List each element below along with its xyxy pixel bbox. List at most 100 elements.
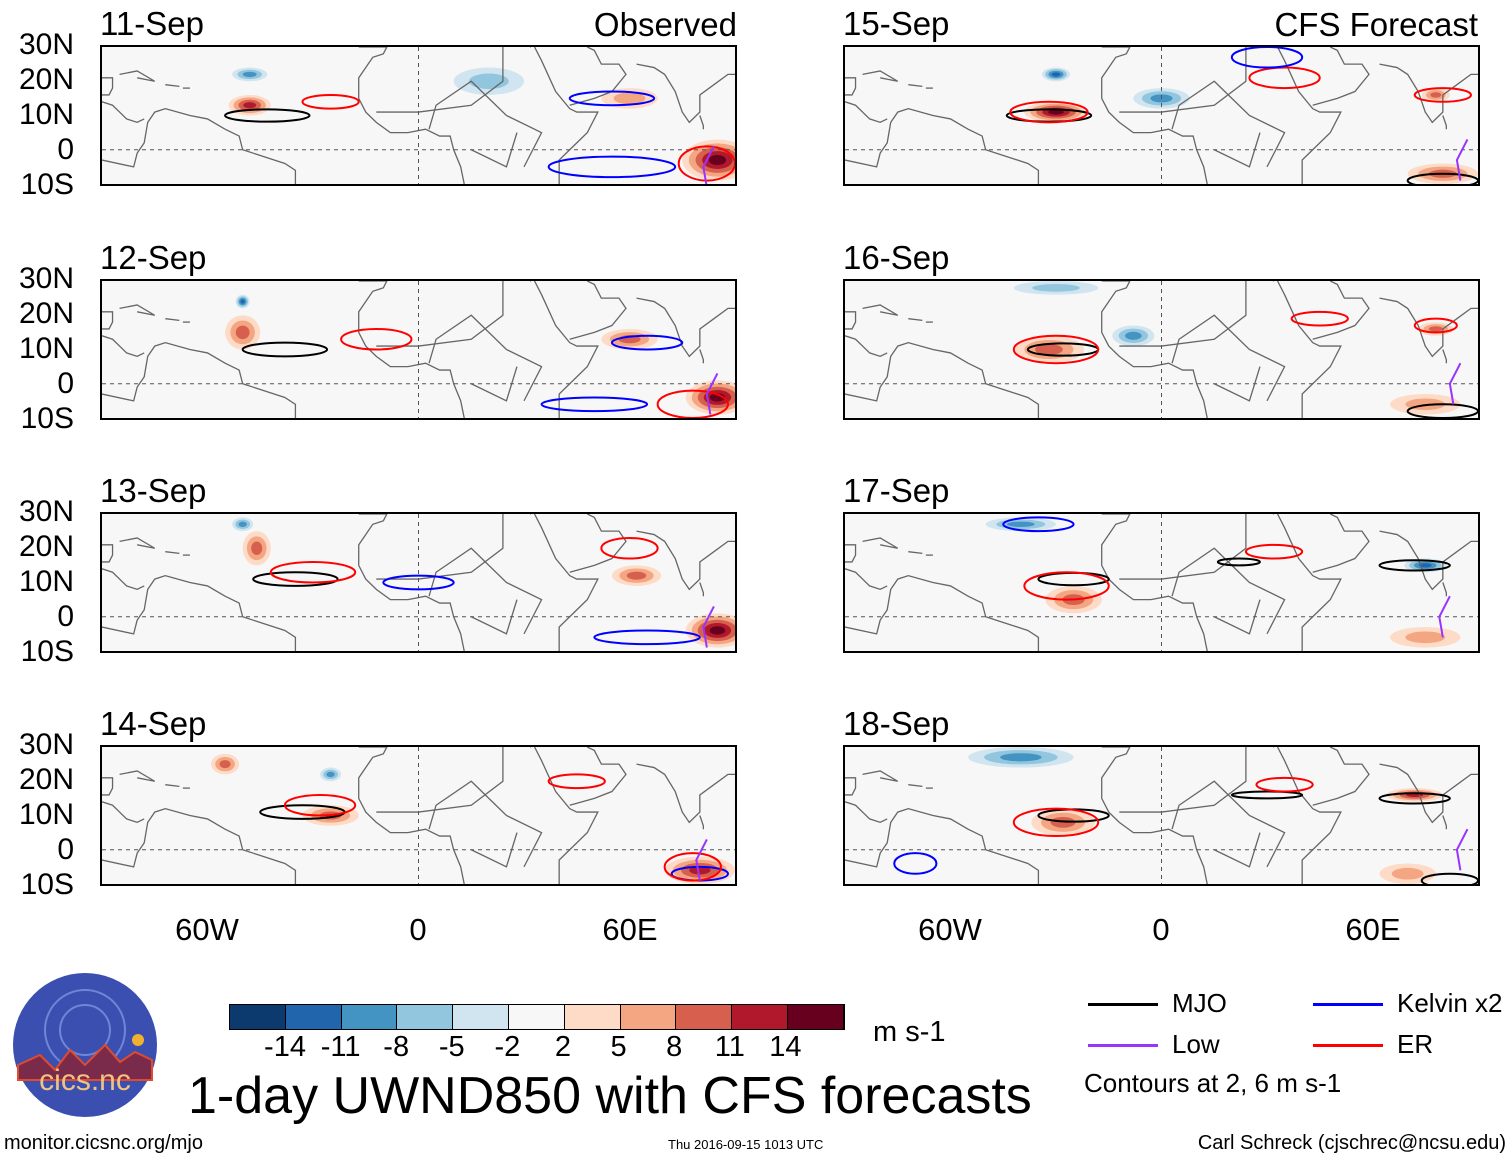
colorbar-swatch [620,1005,677,1029]
wind-anomaly-mark [1032,283,1080,292]
coastline [1313,514,1369,572]
coastline [1119,281,1246,346]
lon-label-left-60w: 60W [175,912,239,947]
coastline [1119,514,1246,579]
wind-anomaly-mark [326,771,335,778]
coastline [120,71,155,81]
er-contour [1249,68,1319,89]
coastline [570,281,626,339]
coastline [535,281,598,418]
wind-anomaly-mark [243,102,257,109]
er-contour [679,146,735,180]
coastline [429,548,542,634]
panel-date-14-Sep: 14-Sep [100,705,207,742]
wind-anomaly-mark [235,325,250,340]
wind-anomaly-mark [1418,563,1432,568]
coastline [471,833,517,867]
coastline [908,552,922,554]
mjo-contour [1038,573,1108,585]
er-contour [1292,312,1348,326]
coastline [1102,514,1208,651]
colorbar-swatch [732,1005,788,1029]
wind-anomaly-mark [1405,631,1446,644]
panel-date-12-Sep: 12-Sep [100,239,207,276]
coastline [845,545,856,562]
colorbar-tick: 2 [554,1031,572,1063]
lat-label: 10N [18,98,74,131]
coastline [845,312,856,329]
wind-anomaly-mark [1006,521,1035,527]
coastline [102,343,295,418]
lat-label: 30N [18,728,74,761]
er-contour [271,562,355,583]
coastline [908,785,922,787]
panel-date-16-Sep: 16-Sep [843,239,950,276]
wind-anomaly-mark [1125,331,1142,340]
lon-label-right-60w: 60W [918,912,982,947]
coastline [471,600,517,634]
colorbar-tick: -11 [320,1031,361,1063]
wind-anomaly-mark [1428,326,1443,332]
colorbar-tick: -2 [494,1031,521,1063]
coastline [1443,583,1447,597]
forecast-label: CFS Forecast [1274,6,1478,43]
lat-label: 10S [20,635,74,668]
er-contour [1024,572,1108,599]
colorbar-units: m s-1 [873,1016,946,1048]
coastline [1172,781,1285,867]
coastline [471,133,517,167]
kelvin-contour [612,336,682,350]
kelvin-contour [570,92,654,106]
coastline [102,336,144,357]
contour-note: Contours at 2, 6 m s-1 [1084,1068,1342,1098]
coastline [1313,47,1369,105]
colorbar-swatch [676,1005,733,1029]
coastline [845,569,887,590]
wind-anomaly-mark [709,626,726,635]
wind-anomaly-mark [1430,92,1442,98]
coastline [1380,298,1478,356]
er-contour [1256,778,1312,792]
colorbar-swatch [508,1005,565,1029]
mjo-contour [1380,793,1450,803]
coastline [165,552,179,554]
low-contour [1439,596,1450,637]
map-panel [843,279,1480,420]
er-contour [549,774,605,788]
coastline [637,298,735,356]
panel-date-15-Sep: 15-Sep [843,5,950,42]
er-contour [665,853,721,880]
coastline [1214,600,1260,634]
lat-label: 0 [57,600,74,633]
coastline [1313,747,1369,805]
coastline [1278,514,1341,651]
coastline [429,781,542,867]
coastline [845,802,887,823]
coastline [429,315,542,401]
coastline [845,778,856,795]
coastline [570,747,626,805]
coastline [1443,816,1447,830]
legend-line-mjo [1088,1003,1158,1006]
coastline [1443,116,1447,130]
lat-label: 20N [18,763,74,796]
coastline [700,116,704,130]
kelvin-contour [383,576,453,590]
coastline [1278,747,1341,884]
coastline [1214,367,1260,401]
coastline [1313,281,1369,339]
lon-label-left-60e: 60E [602,912,658,947]
lon-label-left-0: 0 [409,912,427,947]
coastline [845,78,856,95]
lat-label: 10S [20,868,74,901]
colorbar-swatch [397,1005,454,1029]
coastline [1102,747,1208,884]
lat-label: 20N [18,530,74,563]
map-panel [843,512,1480,653]
lat-label: 10N [18,798,74,831]
footer-url[interactable]: monitor.cicsnc.org/mjo [4,1132,203,1154]
legend-label: MJO [1172,988,1227,1018]
colorbar-tick: 11 [714,1031,745,1063]
coastline [120,305,155,315]
low-contour [703,146,714,184]
